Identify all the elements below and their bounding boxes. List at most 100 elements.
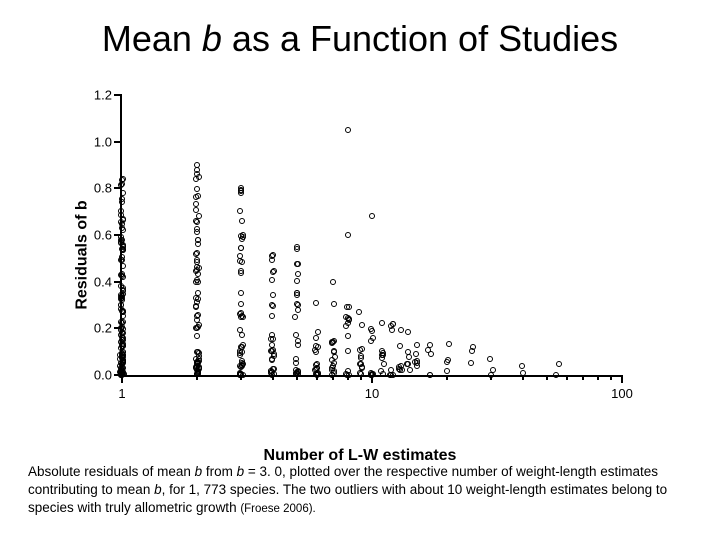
y-tick-label: 0.8 [82,181,112,196]
data-point [196,265,202,271]
data-point [295,261,301,267]
data-point [269,253,275,259]
data-point [313,300,319,306]
x-tick-label: 100 [611,386,633,401]
data-point [295,307,301,313]
data-point [315,329,321,335]
data-point [396,366,402,372]
data-point [407,367,413,373]
data-point [118,302,124,308]
data-point [398,327,404,333]
data-point [368,372,374,378]
data-point [369,328,375,334]
data-point [379,320,385,326]
data-point [390,321,396,327]
data-point [405,349,411,355]
y-tick-label: 0.4 [82,274,112,289]
data-point [118,239,124,245]
x-tick-minor [566,375,568,380]
data-point [269,332,275,338]
data-point [405,329,411,335]
data-point [269,357,275,363]
data-point [359,346,365,352]
data-point [269,348,275,354]
data-point [346,304,352,310]
data-point [118,208,124,214]
data-point [369,213,375,219]
data-point [269,313,275,319]
data-point [357,370,363,376]
data-point [271,268,277,274]
data-point [413,351,419,357]
data-point [119,271,125,277]
data-point [446,341,452,347]
data-point [345,232,351,238]
slide-title: Mean b as a Function of Studies [0,18,720,60]
data-point [519,363,525,369]
title-post: as a Function of Studies [222,18,618,59]
y-tick-label: 0.0 [82,368,112,383]
data-point [405,361,411,367]
data-point [194,219,200,225]
data-point [356,309,362,315]
data-point [194,317,200,323]
data-point [380,350,386,356]
data-point [294,244,300,250]
y-tick-label: 1.2 [82,88,112,103]
data-point [117,369,123,375]
data-point [295,338,301,344]
data-point [295,369,301,375]
data-point [196,174,202,180]
cap-cite: (Froese 2006). [240,503,315,515]
data-point [556,361,562,367]
y-tick [114,141,122,143]
data-point [444,359,450,365]
data-point [237,208,243,214]
data-point [358,355,364,361]
data-point [295,271,301,277]
data-point [315,371,321,377]
data-point [238,245,244,251]
data-point [195,279,201,285]
data-point [330,279,336,285]
cap-t2: from [202,464,237,479]
data-point [193,325,199,331]
x-tick-minor [582,375,584,380]
data-point [193,194,199,200]
data-point [427,372,433,378]
data-point [193,207,199,213]
data-point [193,303,199,309]
data-point [370,335,376,341]
data-point [119,297,125,303]
data-point [414,342,420,348]
data-point [553,372,559,378]
data-point [238,185,244,191]
data-point [313,335,319,341]
data-point [331,301,337,307]
x-tick-minor [446,375,448,380]
data-point [269,277,275,283]
data-point [195,349,201,355]
data-point [237,352,243,358]
data-point [238,301,244,307]
data-point [239,218,245,224]
data-point [238,270,244,276]
data-point [193,201,199,207]
data-point [292,314,298,320]
data-point [390,372,396,378]
data-point [240,361,246,367]
cap-b3: b [154,482,162,497]
data-point [120,357,126,363]
data-point [520,370,526,376]
data-point [120,319,126,325]
data-point [194,359,200,365]
data-point [345,333,351,339]
data-point [194,186,200,192]
data-point [269,342,275,348]
x-tick-minor [610,375,612,380]
data-point [119,199,125,205]
data-point [293,356,299,362]
y-tick-label: 0.6 [82,228,112,243]
data-point [195,368,201,374]
data-point [194,259,200,265]
